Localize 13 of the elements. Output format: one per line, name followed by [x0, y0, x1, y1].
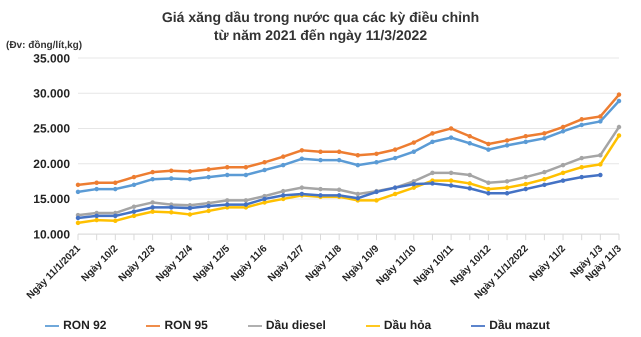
chart-title: Giá xăng dầu trong nước qua các kỳ điều chỉnh từ năm 2021 đến ngày 11/3/2022 [160, 8, 480, 43]
legend-label: Dầu hỏa [384, 318, 432, 332]
legend-label: Dầu mazut [489, 318, 550, 332]
legend-label: RON 92 [63, 318, 106, 332]
y-tick-label: 20.000 [33, 156, 70, 171]
y-axis-title: (Đv: đồng/lít,kg) [6, 40, 82, 51]
y-tick-label: 30.000 [33, 86, 70, 100]
y-tick-label: 25.000 [33, 122, 70, 136]
y-tick-label: 35.000 [33, 51, 70, 66]
y-tick-label: 10.000 [33, 227, 70, 242]
legend-label: Dầu diesel [266, 318, 326, 332]
y-tick-label: 15.000 [33, 192, 70, 206]
legend-label: RON 95 [164, 318, 208, 332]
